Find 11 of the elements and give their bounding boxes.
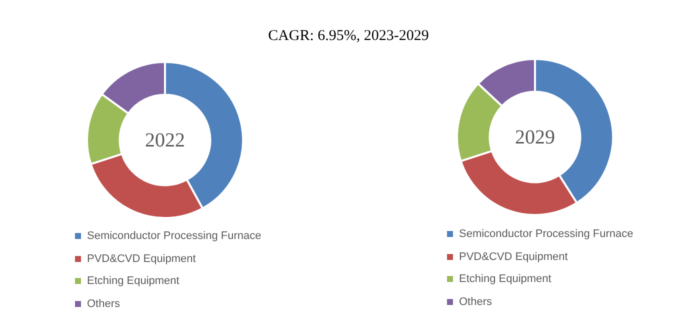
text: CAGR: 6.95%, 2023-2029: [267, 28, 430, 45]
legend-label: PVD&CVD Equipment: [87, 252, 196, 265]
legend-label: Etching Equipment: [87, 275, 180, 288]
legend-label: Semiconductor Processing Furnace: [87, 230, 262, 242]
legend-label: Etching Equipment: [459, 273, 552, 286]
text: 2029: [515, 126, 555, 148]
legend-label: Others: [87, 298, 120, 310]
legend-label: Semiconductor Processing Furnace: [459, 228, 634, 240]
legend-label: Others: [459, 296, 492, 308]
text: 2022: [145, 129, 185, 152]
legend-label: PVD&CVD Equipment: [459, 250, 568, 263]
